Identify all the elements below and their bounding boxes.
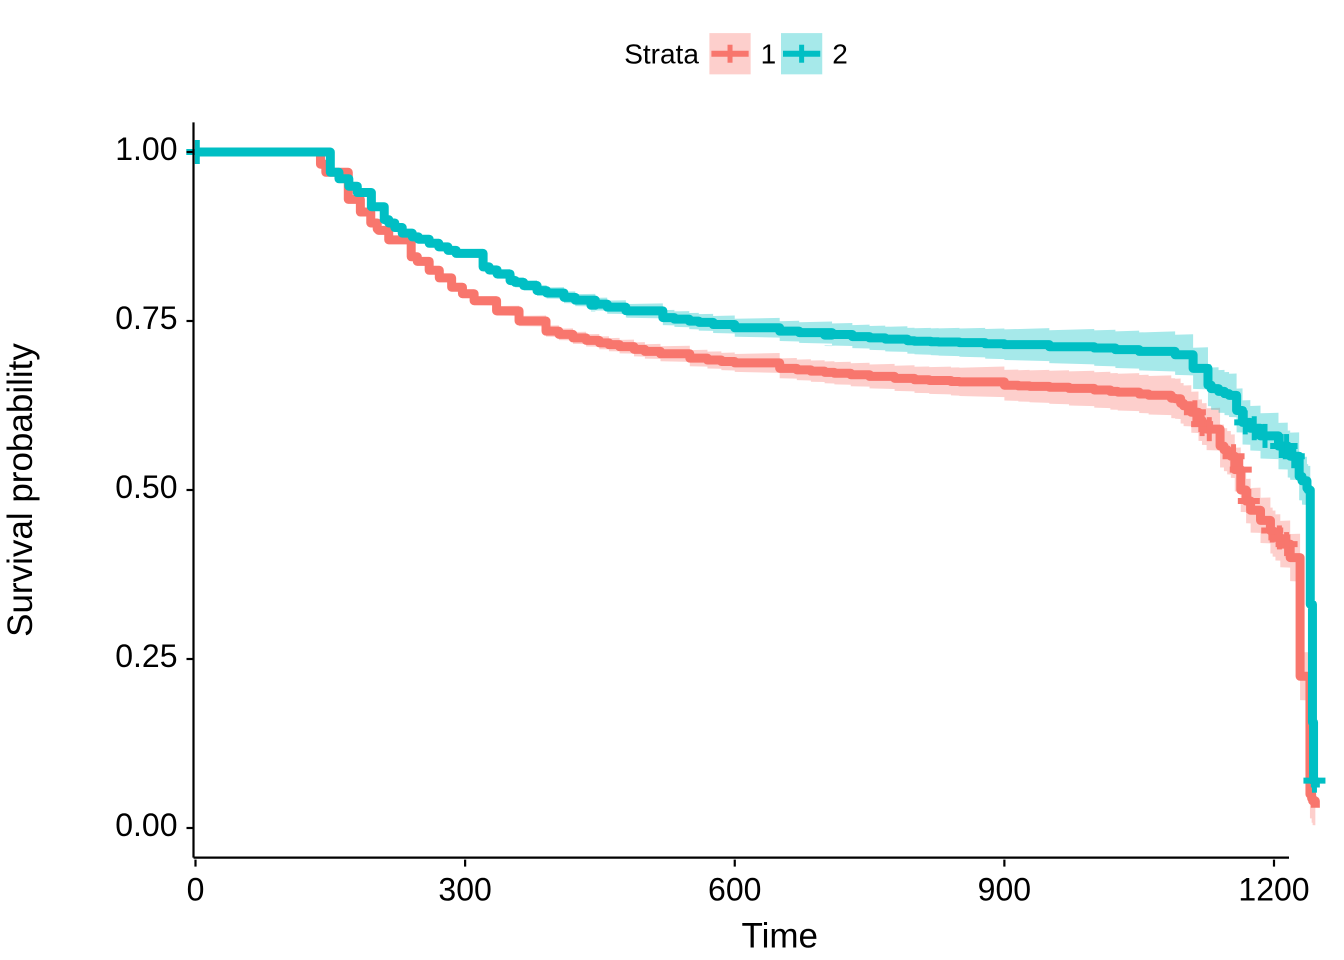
svg-text:1200: 1200 xyxy=(1238,872,1309,908)
svg-text:Survival probability: Survival probability xyxy=(1,343,40,637)
svg-text:1: 1 xyxy=(761,39,777,70)
svg-text:0.25: 0.25 xyxy=(115,638,177,674)
svg-text:0: 0 xyxy=(187,872,205,908)
svg-text:0.50: 0.50 xyxy=(115,469,177,505)
svg-text:0.00: 0.00 xyxy=(115,807,177,843)
svg-text:Strata: Strata xyxy=(624,39,699,70)
svg-text:1.00: 1.00 xyxy=(115,131,177,167)
svg-text:0.75: 0.75 xyxy=(115,300,177,336)
svg-text:Time: Time xyxy=(742,917,818,956)
svg-text:900: 900 xyxy=(978,872,1031,908)
svg-text:300: 300 xyxy=(438,872,491,908)
svg-text:600: 600 xyxy=(708,872,761,908)
svg-text:2: 2 xyxy=(832,39,848,70)
